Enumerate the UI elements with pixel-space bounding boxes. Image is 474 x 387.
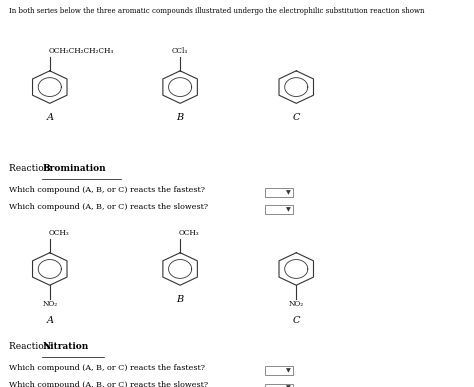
Text: B: B: [176, 113, 184, 122]
Text: B: B: [176, 295, 184, 304]
Text: Which compound (A, B, or C) reacts the slowest?: Which compound (A, B, or C) reacts the s…: [9, 381, 209, 387]
Text: A: A: [46, 113, 53, 122]
Text: C: C: [292, 113, 300, 122]
FancyBboxPatch shape: [265, 384, 293, 387]
Text: A: A: [46, 317, 53, 325]
Text: ▼: ▼: [286, 368, 291, 373]
Text: Reaction:: Reaction:: [9, 164, 56, 173]
Text: ▼: ▼: [286, 190, 291, 195]
Text: OCH₂CH₂CH₂CH₃: OCH₂CH₂CH₂CH₃: [48, 47, 114, 55]
Text: Reaction:: Reaction:: [9, 342, 56, 351]
Text: ▼: ▼: [286, 207, 291, 212]
Text: OCH₃: OCH₃: [48, 229, 69, 237]
Text: Bromination: Bromination: [42, 164, 106, 173]
FancyBboxPatch shape: [265, 205, 293, 214]
FancyBboxPatch shape: [265, 366, 293, 375]
Text: C: C: [292, 317, 300, 325]
Text: OCH₃: OCH₃: [179, 229, 200, 237]
FancyBboxPatch shape: [265, 188, 293, 197]
Text: Which compound (A, B, or C) reacts the slowest?: Which compound (A, B, or C) reacts the s…: [9, 203, 209, 211]
Text: In both series below the three aromatic compounds illustrated undergo the electr: In both series below the three aromatic …: [9, 7, 425, 15]
Text: Which compound (A, B, or C) reacts the fastest?: Which compound (A, B, or C) reacts the f…: [9, 364, 206, 372]
Text: NO₂: NO₂: [289, 300, 304, 308]
Text: CCl₃: CCl₃: [172, 47, 188, 55]
Text: Which compound (A, B, or C) reacts the fastest?: Which compound (A, B, or C) reacts the f…: [9, 186, 206, 194]
Text: ▼: ▼: [286, 385, 291, 387]
Text: Nitration: Nitration: [42, 342, 89, 351]
Text: NO₂: NO₂: [42, 300, 57, 308]
